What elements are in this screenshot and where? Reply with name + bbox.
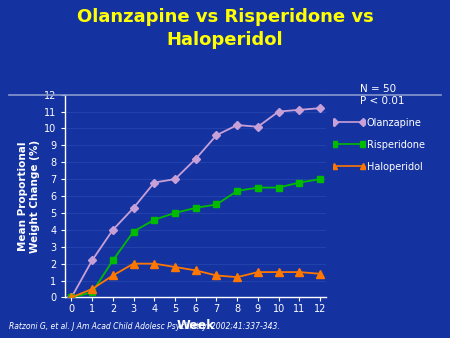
Text: Risperidone: Risperidone [367,140,425,150]
X-axis label: Week: Week [176,318,215,332]
Text: Haloperidol: Haloperidol [367,162,423,172]
Text: N = 50
P < 0.01: N = 50 P < 0.01 [360,84,405,106]
Text: Ratzoni G, et al. J Am Acad Child Adolesc Psychiatry. 2002;41:337-343.: Ratzoni G, et al. J Am Acad Child Adoles… [9,322,280,331]
Text: Olanzapine: Olanzapine [367,118,422,128]
Y-axis label: Mean Proportional
Weight Change (%): Mean Proportional Weight Change (%) [18,140,40,252]
Text: Olanzapine vs Risperidone vs
Haloperidol: Olanzapine vs Risperidone vs Haloperidol [76,8,373,49]
